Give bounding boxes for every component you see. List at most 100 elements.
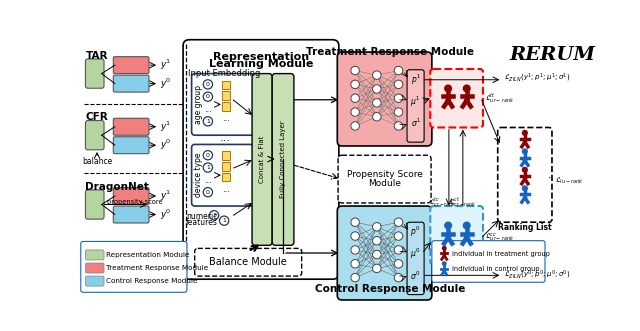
Circle shape bbox=[394, 66, 403, 75]
Text: propensity score: propensity score bbox=[107, 199, 163, 205]
FancyBboxPatch shape bbox=[113, 188, 149, 205]
Text: Learning Module: Learning Module bbox=[209, 59, 314, 69]
Text: RERUM: RERUM bbox=[509, 46, 596, 64]
Text: 1: 1 bbox=[206, 165, 210, 170]
Text: 3: 3 bbox=[212, 213, 216, 218]
Circle shape bbox=[372, 71, 381, 79]
Text: individual in control group: individual in control group bbox=[452, 266, 540, 272]
Circle shape bbox=[209, 211, 219, 220]
Text: $\mathcal{L}^{ct}_{cr-rank}$: $\mathcal{L}^{ct}_{cr-rank}$ bbox=[449, 195, 477, 208]
Text: features: features bbox=[186, 218, 218, 227]
Circle shape bbox=[444, 221, 452, 229]
FancyBboxPatch shape bbox=[85, 120, 104, 150]
Circle shape bbox=[204, 80, 212, 89]
Bar bbox=[222, 91, 230, 100]
Circle shape bbox=[351, 122, 360, 130]
Circle shape bbox=[372, 236, 381, 245]
Circle shape bbox=[351, 94, 360, 103]
FancyBboxPatch shape bbox=[113, 206, 149, 223]
FancyBboxPatch shape bbox=[81, 241, 187, 292]
FancyBboxPatch shape bbox=[113, 57, 149, 73]
Text: Representation Module: Representation Module bbox=[106, 252, 190, 258]
Text: individual in treatment group: individual in treatment group bbox=[452, 251, 550, 257]
FancyBboxPatch shape bbox=[191, 73, 253, 135]
Circle shape bbox=[351, 108, 360, 116]
Bar bbox=[222, 102, 230, 111]
FancyBboxPatch shape bbox=[430, 69, 483, 127]
Text: $y^0$: $y^0$ bbox=[160, 138, 172, 152]
FancyBboxPatch shape bbox=[252, 73, 272, 245]
Circle shape bbox=[522, 148, 528, 155]
Text: ...: ... bbox=[204, 176, 212, 185]
Text: $\mathcal{L}^{tt}_{ur-rank}$: $\mathcal{L}^{tt}_{ur-rank}$ bbox=[484, 91, 514, 104]
Text: device type: device type bbox=[194, 153, 203, 198]
Text: $y^1$: $y^1$ bbox=[160, 58, 172, 72]
Circle shape bbox=[522, 185, 528, 191]
Text: 0: 0 bbox=[206, 82, 210, 87]
Circle shape bbox=[522, 130, 528, 136]
Circle shape bbox=[372, 99, 381, 107]
Text: $\mathcal{L}^{cc}_{ur-rank}$: $\mathcal{L}^{cc}_{ur-rank}$ bbox=[484, 232, 514, 244]
FancyBboxPatch shape bbox=[430, 206, 483, 264]
Text: DragonNet: DragonNet bbox=[85, 182, 149, 192]
Circle shape bbox=[394, 108, 403, 116]
Circle shape bbox=[372, 113, 381, 121]
Text: ...: ... bbox=[223, 114, 230, 123]
Text: Control Response Module: Control Response Module bbox=[315, 284, 465, 294]
Text: Treatment Response Module: Treatment Response Module bbox=[306, 47, 474, 57]
Circle shape bbox=[351, 232, 360, 240]
FancyBboxPatch shape bbox=[183, 40, 339, 279]
Circle shape bbox=[204, 117, 212, 126]
Circle shape bbox=[444, 84, 452, 92]
Circle shape bbox=[351, 246, 360, 254]
Circle shape bbox=[351, 66, 360, 75]
Text: $\mu^0$: $\mu^0$ bbox=[410, 247, 421, 261]
Circle shape bbox=[351, 273, 360, 282]
Circle shape bbox=[372, 250, 381, 259]
Circle shape bbox=[220, 216, 229, 225]
Circle shape bbox=[372, 85, 381, 93]
Text: $y^1$: $y^1$ bbox=[160, 119, 172, 134]
Bar bbox=[222, 173, 230, 181]
Text: Input Embedding: Input Embedding bbox=[188, 69, 260, 78]
Circle shape bbox=[522, 167, 528, 173]
Bar bbox=[222, 151, 230, 160]
Text: CFR: CFR bbox=[85, 113, 108, 122]
Text: $\mathcal{L}_{ZILN}(y^0; p^0; \mu^0; \sigma^0)$: $\mathcal{L}_{ZILN}(y^0; p^0; \mu^0; \si… bbox=[504, 269, 570, 281]
Bar bbox=[222, 80, 230, 89]
Text: $\mu^1$: $\mu^1$ bbox=[410, 94, 420, 109]
Text: $\mathcal{L}^{tc}_{cr-rank}$: $\mathcal{L}^{tc}_{cr-rank}$ bbox=[429, 195, 456, 208]
FancyBboxPatch shape bbox=[191, 144, 253, 206]
Text: Ranking List: Ranking List bbox=[498, 223, 552, 232]
Text: 1: 1 bbox=[206, 119, 210, 124]
Circle shape bbox=[204, 163, 212, 172]
Circle shape bbox=[463, 84, 471, 92]
Text: Balance Module: Balance Module bbox=[209, 257, 287, 267]
FancyBboxPatch shape bbox=[85, 263, 104, 273]
Circle shape bbox=[351, 260, 360, 268]
Circle shape bbox=[394, 94, 403, 103]
Text: $\sigma^1$: $\sigma^1$ bbox=[410, 117, 420, 129]
Circle shape bbox=[442, 261, 447, 266]
FancyBboxPatch shape bbox=[85, 250, 104, 260]
Text: ...: ... bbox=[220, 133, 230, 143]
FancyBboxPatch shape bbox=[85, 190, 104, 219]
Text: $y^0$: $y^0$ bbox=[160, 76, 172, 91]
Text: Concat & Flat: Concat & Flat bbox=[259, 135, 265, 183]
Text: $y^0$: $y^0$ bbox=[160, 207, 172, 222]
Circle shape bbox=[394, 80, 403, 89]
Text: Module: Module bbox=[368, 179, 401, 188]
FancyBboxPatch shape bbox=[272, 73, 294, 245]
Text: ...: ... bbox=[223, 185, 230, 194]
FancyBboxPatch shape bbox=[195, 248, 301, 276]
Circle shape bbox=[394, 122, 403, 130]
Circle shape bbox=[442, 246, 447, 251]
Circle shape bbox=[394, 246, 403, 254]
FancyBboxPatch shape bbox=[113, 75, 149, 92]
Circle shape bbox=[463, 221, 471, 229]
FancyBboxPatch shape bbox=[85, 276, 104, 286]
Text: $\mathcal{L}_{ZILN}(y^1; p^1; \mu^1; \sigma^1)$: $\mathcal{L}_{ZILN}(y^1; p^1; \mu^1; \si… bbox=[504, 72, 570, 84]
Text: Control Response Module: Control Response Module bbox=[106, 278, 198, 284]
Text: $y^1$: $y^1$ bbox=[160, 189, 172, 203]
Text: Fully Connected Layer: Fully Connected Layer bbox=[280, 120, 286, 198]
